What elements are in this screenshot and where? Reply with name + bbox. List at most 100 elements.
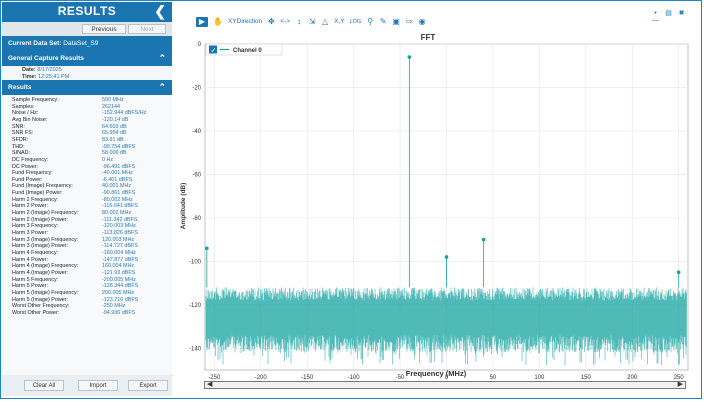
x-tick-label: 0	[445, 375, 449, 381]
import-button[interactable]: Import	[78, 380, 118, 391]
general-capture-header[interactable]: General Capture Results ⌃	[2, 51, 172, 66]
pin-icon[interactable]: •—	[652, 10, 659, 24]
spectral-peak-marker[interactable]	[407, 55, 412, 59]
zoom-icon[interactable]: ⚲	[367, 17, 374, 26]
result-value: 500 MHz	[102, 97, 124, 103]
result-value: -80.002 MHz	[102, 196, 133, 203]
y-tick-label: -40	[192, 129, 201, 135]
result-row: Harm 2 Frequency: -80.002 MHz	[12, 197, 172, 204]
fft-plot[interactable]: FFT -250 -200 -150 -100 -50 0 50 100 150 200 250 0 -…	[178, 6, 696, 394]
result-value: -121.93 dBFS	[102, 269, 136, 276]
x-tick-label: 200	[627, 375, 638, 381]
chevron-up-icon[interactable]: ⌃	[158, 53, 166, 63]
results-section-header[interactable]: Results ⌃	[2, 80, 172, 95]
result-row: Harm 4 (Image) Power: -121.93 dBFS	[12, 270, 172, 277]
chevron-up-icon[interactable]: ⌃	[158, 82, 166, 92]
clear-all-button[interactable]: Clear All	[24, 380, 64, 391]
log-icon[interactable]: LOG	[349, 19, 362, 25]
x-tick-label: 250	[674, 375, 685, 381]
dataset-value: DataSet_S9	[63, 40, 99, 47]
result-value: 0 Hz	[102, 156, 114, 163]
horizontal-scrollbar[interactable]: ◀ ▶	[204, 381, 686, 389]
pan-icon[interactable]: ✋	[213, 17, 223, 26]
xy-icon[interactable]: X,Y	[334, 18, 345, 25]
result-value: 65.954 dB	[102, 130, 127, 137]
result-row: Avg Bin Noise: -120.14 dB	[12, 117, 172, 124]
x-tick-label: 100	[534, 375, 545, 381]
y-tick-label: -100	[189, 259, 202, 265]
scroll-left-icon[interactable]: ◀	[207, 381, 213, 388]
result-value: -147.877 dBFS	[102, 256, 139, 263]
move-icon[interactable]: ✥	[267, 17, 275, 26]
previous-button[interactable]: Previous	[82, 24, 126, 34]
result-row: SFDR: 83.91 dB	[12, 137, 172, 144]
result-row: Harm 4 (Image) Frequency: 160.004 MHz	[12, 263, 172, 270]
fft-chart-container: •— ▤ ✖ ▶ ✋ XYDirection ✥ <-> ↕ ⇲ △ X,Y L…	[178, 6, 696, 394]
result-label: Harm 5 Power:	[12, 283, 48, 290]
save-icon[interactable]: ◉	[418, 17, 426, 26]
results-list: Sample Frequency: 500 MHz Samples: 262144 No…	[2, 95, 172, 375]
result-row: Harm 3 (Image) Power: -114.727 dBFS	[12, 243, 172, 250]
result-label: SNR FS:	[12, 130, 34, 137]
capture-time-label: Time:	[22, 74, 37, 80]
result-label: Harm 4 Power:	[12, 256, 48, 263]
bell-icon[interactable]: △	[321, 17, 329, 26]
result-row: Harm 5 (Image) Power: -123.716 dBFS	[12, 297, 172, 304]
spectral-peak-marker[interactable]	[676, 270, 681, 275]
spectral-peak-marker[interactable]	[444, 255, 449, 259]
close-icon[interactable]: ✖	[678, 10, 685, 17]
restore-icon[interactable]: ▤	[665, 10, 672, 17]
chevron-left-icon[interactable]: ❮	[154, 3, 166, 19]
legend-checkbox[interactable]	[209, 45, 217, 54]
xy-direction-dropdown[interactable]: XYDirection	[227, 18, 263, 25]
result-value: 262144	[102, 103, 120, 110]
y-tick-label: -20	[192, 85, 201, 91]
results-panel-header: RESULTS ❮	[2, 2, 172, 22]
result-value: 58.006 dB	[102, 150, 127, 157]
result-label: Sample Frequency:	[12, 97, 59, 103]
result-value: 80.002 MHz	[102, 210, 132, 217]
result-row: Fund (Image) Power: -90.861 dBFS	[12, 190, 172, 197]
result-label: SNR:	[12, 123, 25, 130]
result-row: Harm 5 (Image) Frequency: 200.005 MHz	[12, 290, 172, 297]
result-row: SNR FS: 65.954 dB	[12, 130, 172, 137]
result-value: -160.004 MHz	[102, 249, 136, 256]
y-tick-label: 0	[198, 42, 202, 48]
result-label: Harm 4 (Image) Frequency:	[12, 263, 79, 270]
legend-series-name: Channel 0	[233, 48, 262, 54]
result-value: 40.001 MHz	[102, 183, 132, 190]
export-button[interactable]: Export	[128, 380, 168, 391]
pen-icon[interactable]: ✎	[379, 17, 387, 26]
general-capture-title: General Capture Results	[8, 55, 84, 62]
spectral-peak-marker[interactable]	[481, 237, 486, 242]
result-label: Harm 4 (Image) Power:	[12, 269, 69, 276]
result-row: Fund (Image) Frequency: 40.001 MHz	[12, 183, 172, 190]
result-value: -120.003 MHz	[102, 223, 136, 230]
vertical-arrows-icon[interactable]: ↕	[297, 17, 302, 26]
spectral-peak-marker[interactable]	[205, 246, 209, 251]
result-label: THD:	[12, 143, 25, 150]
result-label: Harm 3 Frequency:	[12, 223, 59, 230]
scroll-right-icon[interactable]: ▶	[677, 381, 683, 388]
dataset-label: Current Data Set:	[8, 40, 62, 47]
result-label: Worst Other Power:	[12, 309, 60, 316]
cursor-icon[interactable]: ▶	[196, 17, 208, 27]
result-label: Harm 5 (Image) Frequency:	[12, 289, 79, 296]
result-row: THD: -90.754 dBFS	[12, 144, 172, 151]
export-icon[interactable]: ⇨	[405, 17, 413, 26]
next-button[interactable]: Next	[128, 24, 166, 34]
result-row: Worst Other Power: -94.936 dBFS	[12, 310, 172, 317]
result-value: -90.861 dBFS	[102, 190, 136, 197]
x-tick-label: -200	[255, 375, 268, 381]
screen-icon[interactable]: ▣	[392, 17, 400, 26]
x-tick-label: 150	[581, 375, 592, 381]
result-label: Harm 2 Power:	[12, 203, 48, 210]
xy-arrows-icon[interactable]: <->	[280, 18, 291, 25]
chart-toolbar: ▶ ✋ XYDirection ✥ <-> ↕ ⇲ △ X,Y LOG ⚲ ✎ …	[196, 16, 426, 28]
result-row: DC Frequency: 0 Hz	[12, 157, 172, 164]
capture-date-label: Date:	[22, 67, 36, 73]
fit-icon[interactable]: ⇲	[308, 17, 316, 26]
result-row: Harm 3 Frequency: -120.003 MHz	[12, 223, 172, 230]
result-row: Fund Frequency: -40.001 MHz	[12, 170, 172, 177]
result-value: 120.003 MHz	[102, 236, 135, 243]
